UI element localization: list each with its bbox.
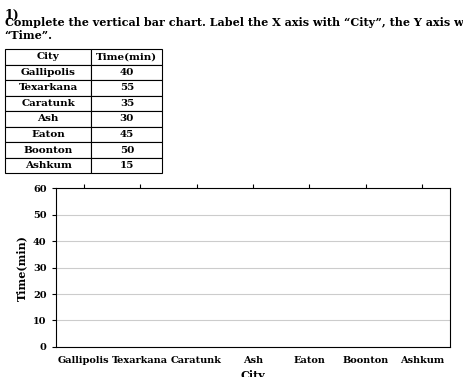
Text: 35: 35: [119, 99, 134, 108]
Text: Eaton: Eaton: [31, 130, 65, 139]
Bar: [91, 80, 162, 96]
Bar: [91, 142, 162, 158]
Bar: [91, 96, 162, 111]
Text: Ash: Ash: [37, 115, 59, 124]
Text: City: City: [37, 52, 59, 61]
Bar: [5, 49, 91, 64]
Text: 1): 1): [5, 9, 19, 22]
Text: 55: 55: [119, 83, 134, 92]
Bar: [91, 49, 162, 64]
Bar: [91, 111, 162, 127]
Text: 50: 50: [119, 146, 134, 155]
Text: 30: 30: [119, 115, 134, 124]
X-axis label: City: City: [240, 371, 265, 377]
Text: 15: 15: [119, 161, 134, 170]
Bar: [5, 80, 91, 96]
Text: Ashkum: Ashkum: [25, 161, 71, 170]
Text: 45: 45: [119, 130, 134, 139]
Bar: [5, 127, 91, 142]
Y-axis label: Time(min): Time(min): [16, 235, 27, 300]
Bar: [91, 127, 162, 142]
Bar: [91, 158, 162, 173]
Bar: [5, 158, 91, 173]
Text: Boonton: Boonton: [23, 146, 73, 155]
Text: Time(min): Time(min): [96, 52, 157, 61]
Bar: [5, 96, 91, 111]
Text: Texarkana: Texarkana: [19, 83, 77, 92]
Text: Caratunk: Caratunk: [21, 99, 75, 108]
Bar: [5, 64, 91, 80]
Text: Gallipolis: Gallipolis: [20, 68, 75, 77]
Text: 40: 40: [119, 68, 134, 77]
Bar: [91, 64, 162, 80]
Bar: [5, 142, 91, 158]
Bar: [5, 111, 91, 127]
Text: Complete the vertical bar chart. Label the X axis with “City”, the Y axis with
“: Complete the vertical bar chart. Label t…: [5, 17, 463, 41]
